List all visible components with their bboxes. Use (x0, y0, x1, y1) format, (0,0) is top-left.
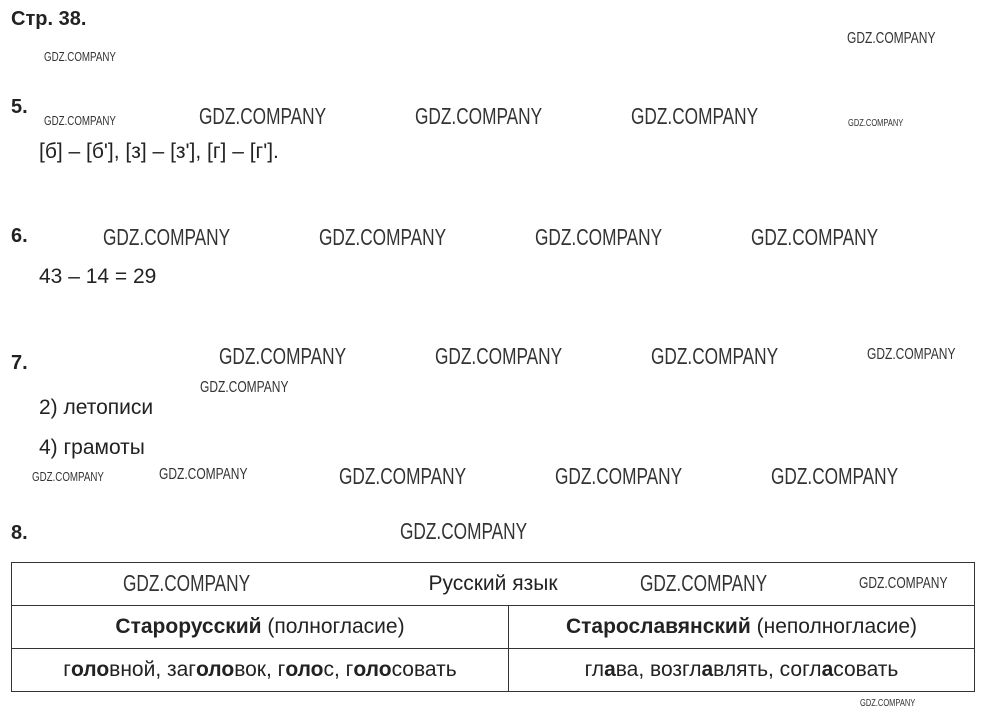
highlight: оло (285, 658, 324, 681)
task-7-answer-2: 4) грамоты (39, 436, 145, 459)
comparison-table: Русский язык Старорусский (полногласие) … (11, 562, 975, 692)
highlight: а (821, 658, 834, 681)
text: совать (833, 658, 899, 681)
text: влять, согл (713, 658, 822, 681)
watermark: GDZ.COMPANY (848, 118, 904, 129)
text: ва, возгл (615, 658, 702, 681)
watermark: GDZ.COMPANY (400, 518, 528, 544)
watermark: GDZ.COMPANY (555, 463, 683, 489)
text: г (63, 658, 71, 681)
watermark: GDZ.COMPANY (44, 113, 116, 128)
task-8-number: 8. (11, 522, 28, 544)
watermark: GDZ.COMPANY (44, 49, 116, 64)
task-7-number: 7. (11, 352, 28, 374)
watermark: GDZ.COMPANY (640, 570, 768, 596)
task-6-answer: 43 – 14 = 29 (39, 265, 157, 288)
page-header: Стр. 38. (11, 8, 87, 30)
watermark: GDZ.COMPANY (867, 346, 956, 363)
text: с, г (323, 658, 354, 681)
header-bold: Старорусский (115, 615, 262, 638)
old-russian-examples: головной, заголовок, голос, голосовать (11, 648, 509, 692)
task-5-number: 5. (11, 96, 28, 118)
watermark: GDZ.COMPANY (103, 224, 231, 250)
old-slavonic-examples: глава, возглавлять, согласовать (508, 648, 975, 692)
watermark: GDZ.COMPANY (847, 30, 936, 47)
column-header-old-slavonic: Старославянский (неполногласие) (508, 605, 975, 649)
header-note: (полногласие) (261, 615, 405, 638)
text: вной, заг (109, 658, 196, 681)
column-header-old-russian: Старорусский (полногласие) (11, 605, 509, 649)
watermark: GDZ.COMPANY (535, 224, 663, 250)
watermark: GDZ.COMPANY (319, 224, 447, 250)
task-7-answer-1: 2) летописи (39, 396, 154, 419)
highlight: оло (70, 658, 110, 681)
watermark: GDZ.COMPANY (219, 343, 347, 369)
text: совать (391, 658, 457, 681)
table-title: Русский язык (11, 562, 975, 606)
watermark: GDZ.COMPANY (415, 103, 543, 129)
watermark: GDZ.COMPANY (435, 343, 563, 369)
highlight: оло (353, 658, 392, 681)
watermark: GDZ.COMPANY (859, 575, 948, 592)
task-5-answer: [б] – [б'], [з] – [з'], [г] – [г']. (39, 140, 279, 163)
watermark: GDZ.COMPANY (751, 224, 879, 250)
watermark: GDZ.COMPANY (771, 463, 899, 489)
watermark: GDZ.COMPANY (339, 463, 467, 489)
text: вок, г (234, 658, 286, 681)
watermark: GDZ.COMPANY (159, 466, 248, 483)
highlight: а (701, 658, 714, 681)
task-6-number: 6. (11, 225, 28, 247)
watermark: GDZ.COMPANY (651, 343, 779, 369)
highlight: оло (195, 658, 235, 681)
header-note: (неполногласие) (750, 615, 918, 638)
text: гл (584, 658, 605, 681)
watermark: GDZ.COMPANY (200, 379, 289, 396)
watermark: GDZ.COMPANY (123, 570, 251, 596)
watermark: GDZ.COMPANY (199, 103, 327, 129)
watermark: GDZ.COMPANY (860, 698, 916, 709)
watermark: GDZ.COMPANY (631, 103, 759, 129)
highlight: а (604, 658, 616, 681)
header-bold: Старославянский (565, 615, 751, 638)
watermark: GDZ.COMPANY (32, 469, 104, 484)
